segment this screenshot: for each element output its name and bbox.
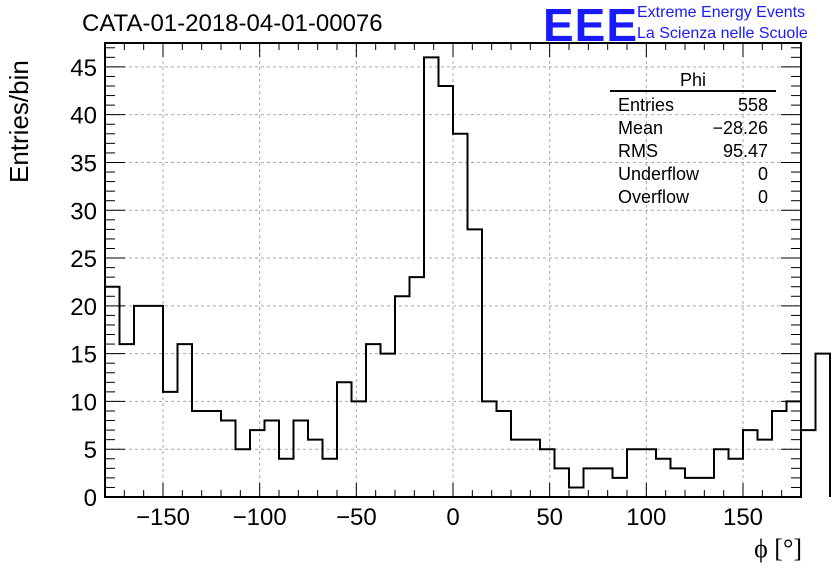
histogram-bin <box>613 478 628 497</box>
y-tick-label: 35 <box>70 150 97 177</box>
histogram-bin <box>642 449 657 497</box>
y-tick-label: 30 <box>70 198 97 225</box>
histogram-bin <box>337 382 352 497</box>
histogram-bin <box>149 306 164 497</box>
histogram-bin <box>801 430 816 497</box>
y-tick-label: 5 <box>84 437 97 464</box>
histogram-bin <box>279 459 294 497</box>
histogram-bin <box>540 449 555 497</box>
stats-value: 0 <box>757 164 768 184</box>
histogram-bin <box>250 430 265 497</box>
x-tick-label: 50 <box>536 504 563 531</box>
y-tick-label: 25 <box>70 246 97 273</box>
histogram-bin <box>526 440 541 497</box>
histogram-bin <box>700 478 715 497</box>
histogram-bin <box>555 468 570 497</box>
stats-label: Mean <box>618 118 664 138</box>
histogram-bin <box>439 86 454 497</box>
histogram-bin <box>323 459 338 497</box>
x-tick-label: −50 <box>336 504 377 531</box>
y-tick-label: 20 <box>70 294 97 321</box>
histogram-bin <box>265 421 280 497</box>
eee-logo-mark: EEE <box>543 0 639 51</box>
stats-row-underflow: Underflow 0 <box>610 163 776 186</box>
x-tick-label: 100 <box>626 504 666 531</box>
histogram-bin <box>627 449 642 497</box>
y-tick-label: 45 <box>70 55 97 82</box>
stats-value: 95.47 <box>722 141 768 161</box>
histogram-outline <box>105 56 831 497</box>
stats-value: 0 <box>757 187 768 207</box>
y-tick-label: 0 <box>84 485 97 512</box>
histogram-bin <box>134 306 149 497</box>
y-axis-label: Entries/bin <box>4 60 34 183</box>
stats-title: Phi <box>610 70 776 92</box>
histogram-bin <box>816 354 831 497</box>
chart-title: CATA-01-2018-04-01-00076 <box>82 10 383 37</box>
histogram-bin <box>584 468 599 497</box>
logo-line-1: Extreme Energy Events <box>637 4 806 21</box>
histogram-bin <box>163 392 178 497</box>
histogram-bin <box>598 468 613 497</box>
stats-label: Underflow <box>618 164 700 184</box>
histogram-bin <box>468 229 483 497</box>
histogram-bin <box>424 57 439 497</box>
histogram-bin <box>685 478 700 497</box>
histogram-bin <box>772 411 787 497</box>
histogram-bin <box>366 344 381 497</box>
stats-box: Phi Entries 558 Mean −28.26 RMS 95.47 Un… <box>610 70 776 209</box>
histogram-bin <box>221 421 236 497</box>
histogram-bin <box>352 401 367 497</box>
y-tick-label: 10 <box>70 389 97 416</box>
histogram-bin <box>497 411 512 497</box>
stats-value: 558 <box>737 95 768 115</box>
stats-row-mean: Mean −28.26 <box>610 117 776 140</box>
stats-label: RMS <box>618 141 658 161</box>
x-tick-label: 0 <box>446 504 459 531</box>
y-tick-label: 15 <box>70 342 97 369</box>
histogram-bin <box>381 354 396 497</box>
histogram-bin <box>395 296 410 497</box>
x-tick-label: 150 <box>723 504 763 531</box>
stats-row-overflow: Overflow 0 <box>610 186 776 209</box>
x-axis-label: ϕ [°] <box>754 534 802 563</box>
histogram-bin <box>236 449 251 497</box>
stats-label: Overflow <box>618 187 690 207</box>
histogram-bin <box>120 344 135 497</box>
histogram-bin <box>758 440 773 497</box>
histogram-bin <box>569 487 584 497</box>
stats-row-entries: Entries 558 <box>610 94 776 117</box>
histogram-bin <box>207 411 222 497</box>
axis-ticks <box>104 43 802 498</box>
x-tick-label: −100 <box>233 504 287 531</box>
y-tick-label: 40 <box>70 103 97 130</box>
histogram-bin <box>453 134 468 497</box>
stats-value: −28.26 <box>712 118 768 138</box>
histogram-bin <box>308 440 323 497</box>
histogram-bin <box>743 430 758 497</box>
histogram-bin <box>192 411 207 497</box>
grid-lines <box>105 43 801 497</box>
histogram-bin <box>511 440 526 497</box>
histogram-bin <box>671 468 686 497</box>
histogram-bin <box>482 401 497 497</box>
logo-line-2: La Scienza nelle Scuole <box>637 25 808 42</box>
histogram-bin <box>410 277 425 497</box>
x-tick-label: −150 <box>136 504 190 531</box>
histogram-bin <box>294 421 309 497</box>
stats-row-rms: RMS 95.47 <box>610 140 776 163</box>
stats-label: Entries <box>618 95 675 115</box>
histogram-bin <box>656 459 671 497</box>
histogram-bin <box>178 344 193 497</box>
histogram-series <box>105 56 831 497</box>
histogram-bin <box>714 449 729 497</box>
histogram-bin <box>729 459 744 497</box>
tick-labels: −150 −100 −50 0 50 100 150 0 5 10 15 20 25 30 35 40 45 <box>70 55 763 531</box>
